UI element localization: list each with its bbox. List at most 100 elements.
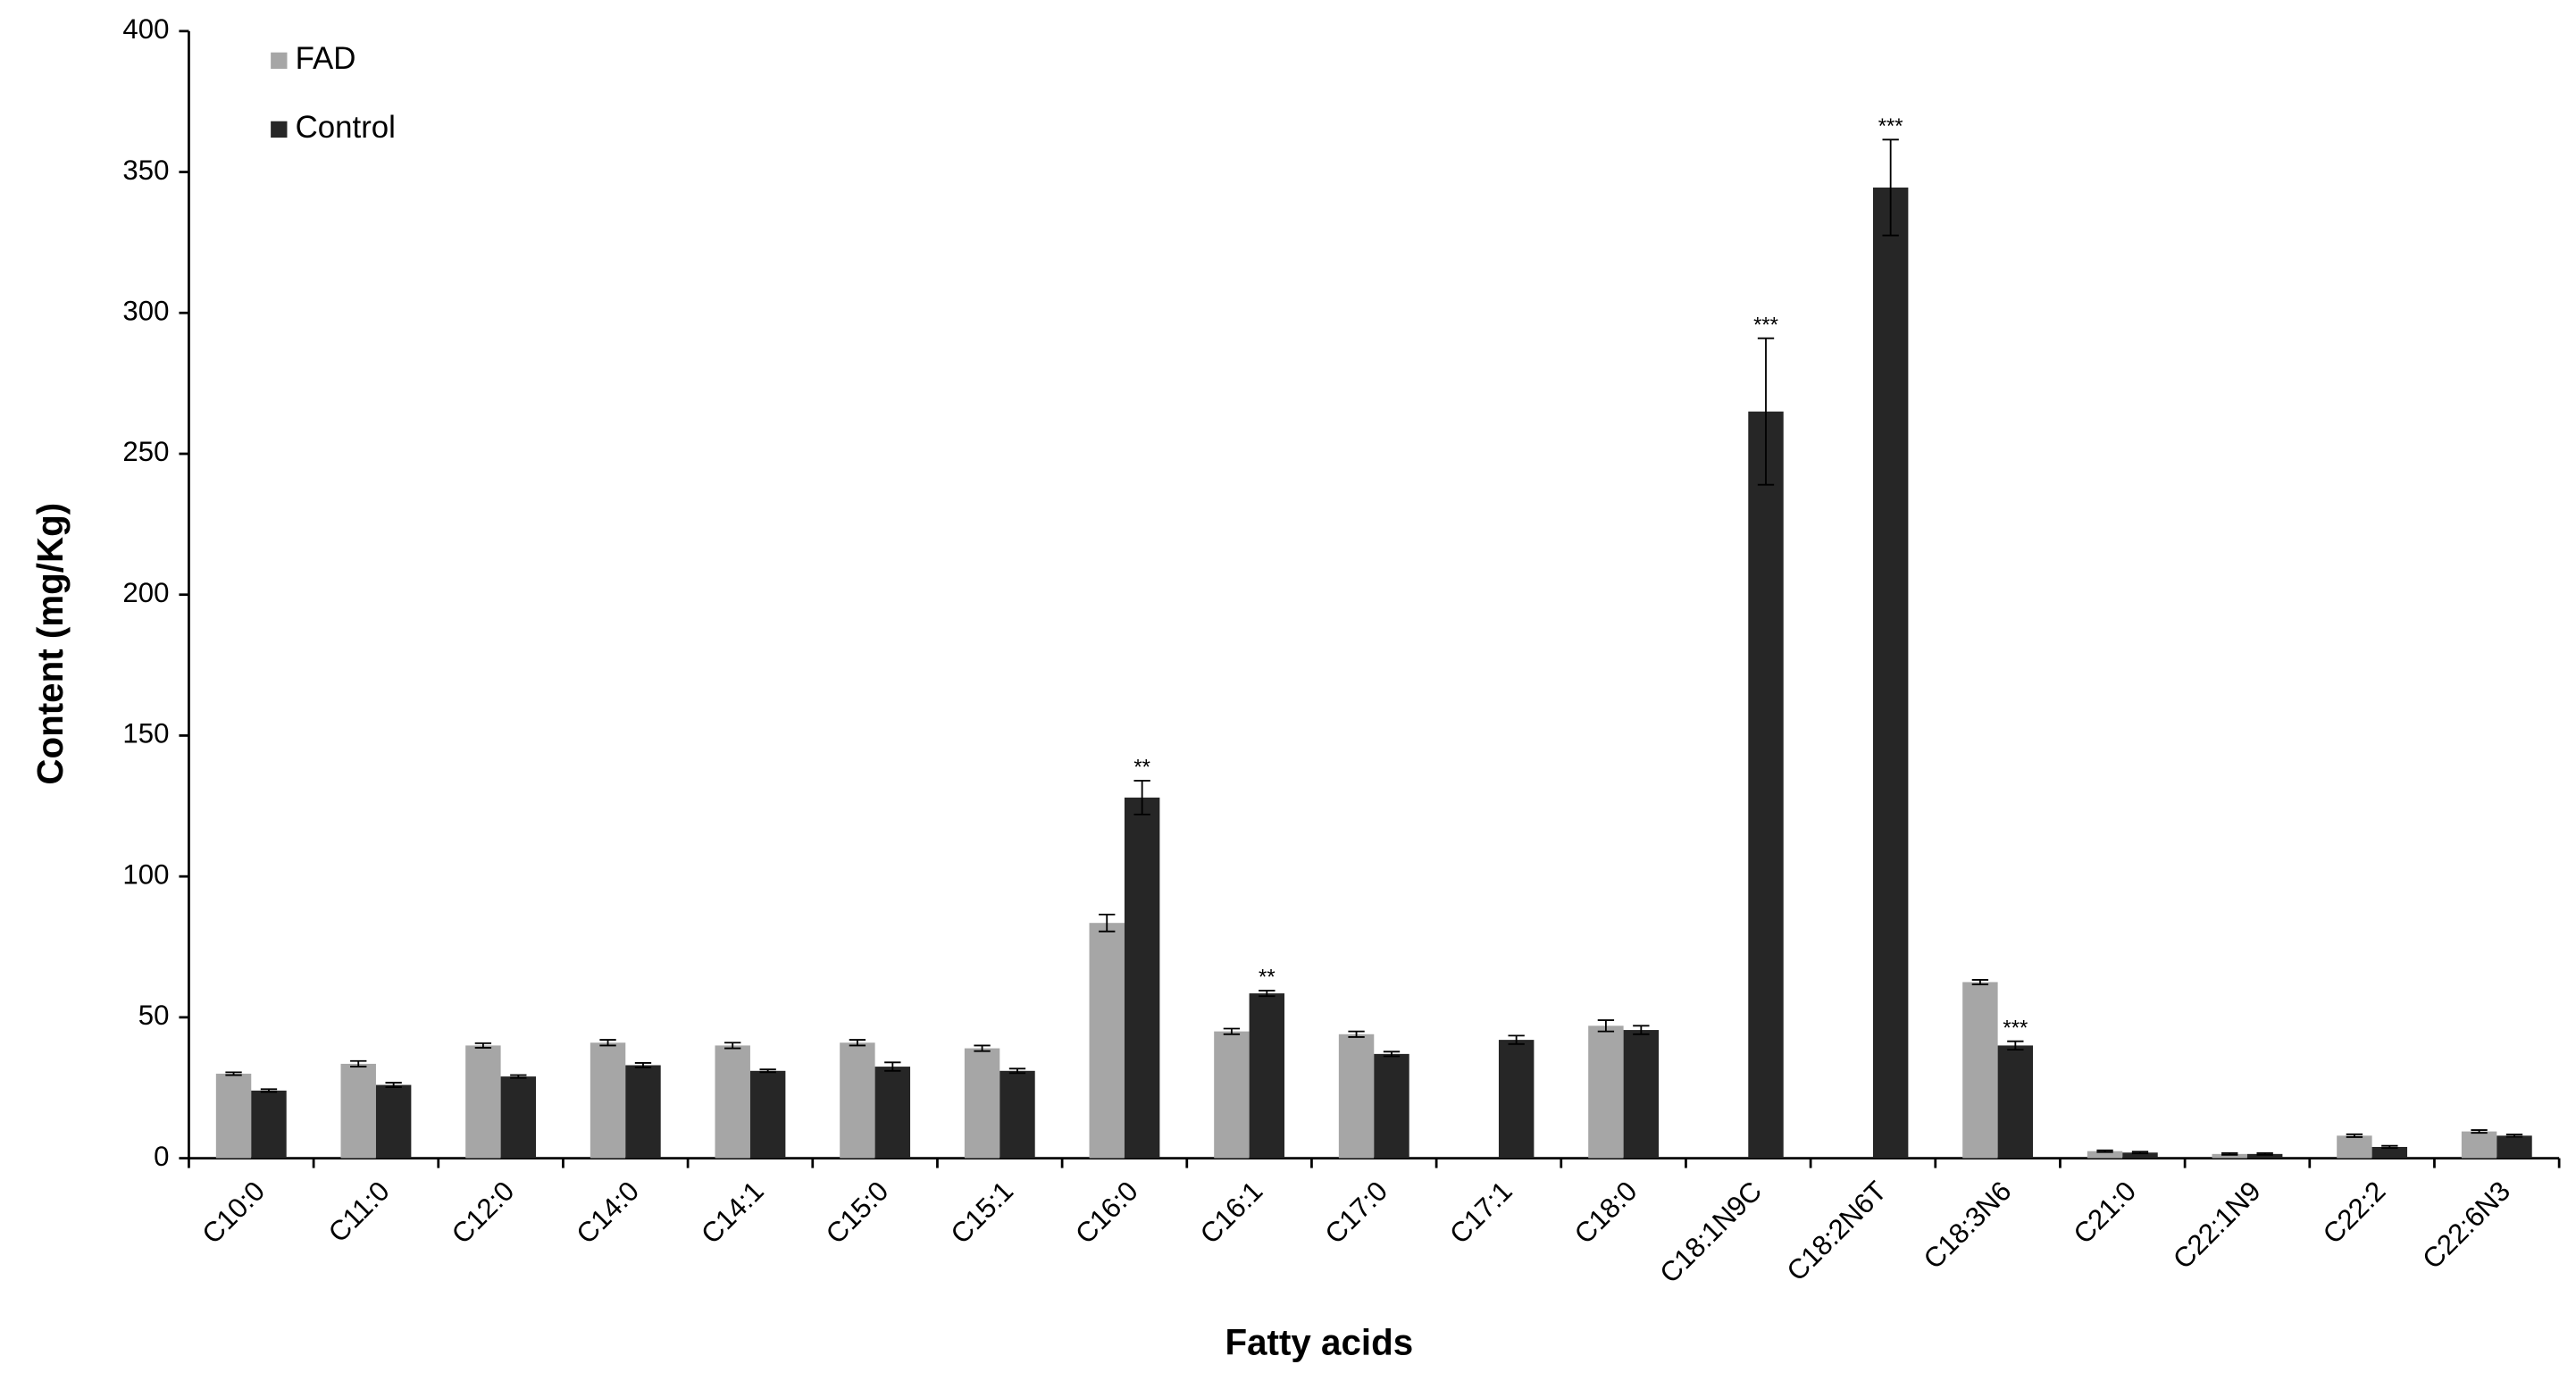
x-tick-label: C14:0	[571, 1176, 646, 1251]
bar	[1623, 1030, 1660, 1159]
error-bar	[634, 1062, 652, 1068]
error-bar	[2256, 1151, 2273, 1156]
error-bar	[510, 1074, 527, 1079]
bar	[1089, 923, 1125, 1159]
x-tick-label: C15:0	[820, 1176, 895, 1251]
bar	[1872, 187, 1909, 1159]
bar	[999, 1070, 1035, 1159]
x-tick-label: C18:2N6T	[1781, 1176, 1893, 1287]
y-tick-label: 0	[154, 1141, 169, 1172]
x-tick-label: C16:1	[1194, 1176, 1269, 1251]
bar	[1748, 411, 1784, 1159]
bar	[2087, 1151, 2123, 1159]
error-bar	[2096, 1149, 2113, 1153]
bar	[1338, 1034, 1375, 1159]
error-bar	[1508, 1034, 1525, 1045]
legend-swatch	[271, 52, 288, 70]
y-tick-label: 400	[122, 13, 169, 45]
bar	[1249, 993, 1285, 1159]
error-bar	[2131, 1151, 2149, 1155]
bar	[1997, 1045, 2034, 1159]
bar	[2212, 1153, 2247, 1159]
error-bar	[1633, 1025, 1650, 1035]
significance-label: ***	[1753, 313, 1778, 337]
y-tick-label: 150	[122, 718, 169, 749]
error-bar	[385, 1082, 402, 1089]
error-bar	[974, 1044, 991, 1052]
bar	[375, 1084, 412, 1159]
bar	[2122, 1152, 2158, 1159]
bar	[715, 1045, 750, 1159]
bar	[1124, 797, 1160, 1159]
x-tick-label: C22:6N3	[2416, 1176, 2516, 1276]
bar	[964, 1048, 1000, 1159]
error-bar	[1223, 1027, 1241, 1035]
y-tick-label: 300	[122, 296, 169, 327]
error-bar	[2505, 1134, 2523, 1138]
x-tick-label: C10:0	[197, 1176, 272, 1251]
bar	[840, 1042, 875, 1159]
error-bar	[350, 1059, 367, 1067]
bar	[465, 1045, 501, 1159]
significance-label: ***	[2003, 1016, 2028, 1040]
bar	[1498, 1040, 1535, 1159]
error-bar	[884, 1061, 901, 1072]
legend-label: FAD	[296, 41, 356, 76]
x-tick-label: C18:3N6	[1918, 1176, 2018, 1276]
x-axis-title: Fatty acids	[1225, 1322, 1414, 1363]
x-tick-label: C12:0	[446, 1176, 521, 1251]
error-bar	[1259, 989, 1275, 998]
y-axis-title: Content (mg/Kg)	[29, 503, 71, 785]
x-tick-label: C14:1	[695, 1176, 770, 1251]
x-tick-label: C22:1N9	[2167, 1176, 2267, 1276]
bar	[625, 1065, 661, 1159]
x-tick-label: C21:0	[2068, 1176, 2143, 1251]
bar	[1588, 1025, 1624, 1159]
bar	[1214, 1031, 1250, 1159]
bar	[2371, 1146, 2408, 1159]
x-tick-label: C18:0	[1568, 1176, 1643, 1251]
error-bar	[2381, 1144, 2398, 1150]
x-tick-label: C22:2	[2317, 1176, 2392, 1251]
error-bar	[1882, 138, 1899, 237]
x-tick-label: C18:1N9C	[1653, 1176, 1768, 1290]
significance-label: **	[1259, 966, 1275, 990]
error-bar	[1757, 337, 1775, 486]
x-tick-label: C16:0	[1069, 1176, 1144, 1251]
x-tick-label: C17:1	[1443, 1176, 1518, 1251]
y-tick-label: 50	[138, 1000, 170, 1031]
x-tick-label: C17:0	[1319, 1176, 1394, 1251]
error-bar	[724, 1042, 741, 1050]
y-tick-label: 200	[122, 577, 169, 608]
legend-swatch	[271, 121, 288, 138]
error-bar	[2221, 1151, 2238, 1156]
bar	[251, 1090, 287, 1159]
bar	[215, 1073, 252, 1159]
error-bar	[759, 1068, 776, 1074]
x-tick-label: C15:1	[945, 1176, 1020, 1251]
bar	[1374, 1053, 1409, 1159]
x-tick-label: C11:0	[322, 1176, 396, 1249]
bar	[1962, 982, 1998, 1159]
y-tick-label: 250	[122, 436, 169, 467]
error-bar	[1971, 978, 1989, 985]
error-bar	[599, 1039, 616, 1047]
bar	[340, 1063, 376, 1159]
error-bar	[1348, 1030, 1365, 1038]
error-bar	[1383, 1050, 1401, 1058]
bar	[749, 1070, 786, 1159]
error-bar	[1008, 1067, 1026, 1075]
bar	[2497, 1135, 2532, 1159]
error-bar	[1133, 779, 1150, 816]
significance-label: **	[1133, 756, 1150, 780]
y-tick-label: 100	[122, 858, 169, 890]
error-bar	[260, 1088, 278, 1093]
error-bar	[2346, 1133, 2363, 1138]
error-bar	[474, 1042, 492, 1049]
legend-label: Control	[296, 110, 396, 145]
y-tick-label: 350	[122, 155, 169, 186]
bar	[874, 1067, 911, 1159]
bar	[500, 1076, 537, 1159]
bar	[2461, 1131, 2497, 1159]
